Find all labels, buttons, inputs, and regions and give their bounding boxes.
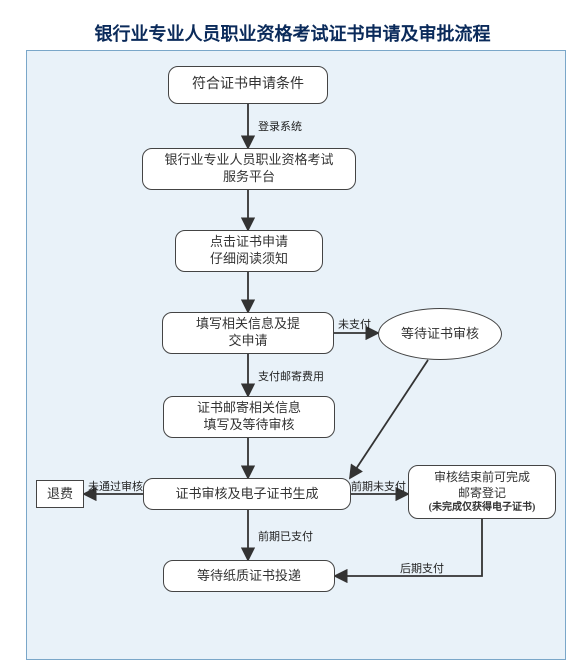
node-wait-review: 等待证书审核 — [378, 308, 502, 360]
edge-label-pay-mail: 支付邮寄费用 — [258, 368, 324, 384]
node-text: 证书审核及电子证书生成 — [175, 486, 318, 503]
edge-label-login: 登录系统 — [258, 118, 302, 134]
node-fill-submit: 填写相关信息及提 交申请 — [162, 312, 334, 354]
node-eligible: 符合证书申请条件 — [168, 66, 328, 104]
edge-label-prev-paid: 前期已支付 — [258, 528, 313, 544]
node-text-line1: 点击证书申请 — [210, 234, 288, 251]
node-text-line2: 交申请 — [196, 333, 300, 350]
node-text: 退费 — [47, 486, 73, 503]
node-text-line2: 填写及等待审核 — [197, 417, 301, 434]
node-wait-delivery: 等待纸质证书投递 — [163, 560, 335, 592]
node-text: 等待纸质证书投递 — [197, 568, 301, 585]
node-review-gen: 证书审核及电子证书生成 — [143, 478, 351, 510]
node-text: 等待证书审核 — [401, 326, 479, 343]
node-text-line1: 审核结束前可完成 — [429, 470, 536, 486]
node-text-line1: 填写相关信息及提 — [196, 316, 300, 333]
node-text: 符合证书申请条件 — [192, 76, 304, 94]
edge-label-fail-review: 未通过审核 — [88, 478, 143, 494]
node-text-line3: (未完成仅获得电子证书) — [429, 501, 536, 514]
node-text-line2: 服务平台 — [164, 169, 333, 186]
edge-label-unpaid: 未支付 — [338, 316, 371, 332]
edge-label-prev-unpaid: 前期未支付 — [351, 478, 406, 494]
node-text-line2: 仔细阅读须知 — [210, 251, 288, 268]
node-mail-register: 审核结束前可完成 邮寄登记 (未完成仅获得电子证书) — [408, 465, 556, 519]
node-text-line1: 银行业专业人员职业资格考试 — [164, 152, 333, 169]
edge-label-later-pay: 后期支付 — [400, 560, 444, 576]
node-mail-info: 证书邮寄相关信息 填写及等待审核 — [163, 396, 335, 438]
node-text-line2: 邮寄登记 — [429, 486, 536, 502]
node-click-apply: 点击证书申请 仔细阅读须知 — [175, 230, 323, 272]
node-platform: 银行业专业人员职业资格考试 服务平台 — [142, 148, 356, 190]
page-title: 银行业专业人员职业资格考试证书申请及审批流程 — [0, 20, 585, 46]
node-text-line1: 证书邮寄相关信息 — [197, 400, 301, 417]
node-refund: 退费 — [36, 480, 84, 508]
